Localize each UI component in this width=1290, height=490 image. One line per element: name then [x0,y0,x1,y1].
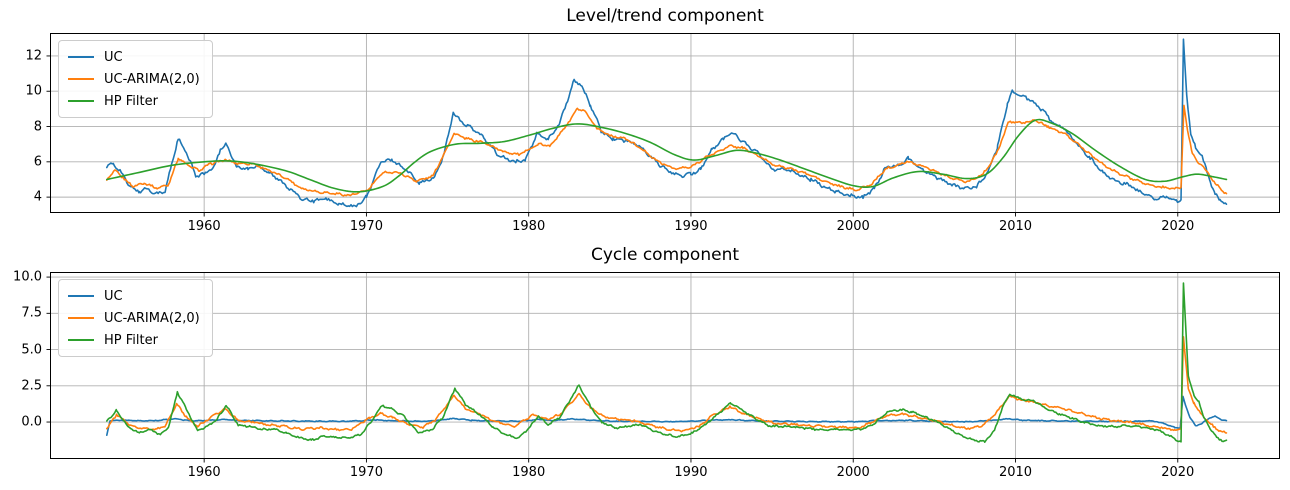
legend: UC UC-ARIMA(2,0) HP Filter [58,279,213,357]
legend-line-swatch [68,99,94,103]
legend-line-swatch [68,77,94,81]
legend-label: UC-ARIMA(2,0) [104,310,200,326]
legend-line-swatch [68,316,94,320]
x-tick-label: 1970 [349,219,383,234]
x-tick-label: 2020 [1161,219,1195,234]
y-tick-label: 5.0 [21,342,42,358]
legend-label: HP Filter [104,332,158,348]
legend-item: UC-ARIMA(2,0) [68,307,200,329]
chart-title-level-trend: Level/trend component [566,6,764,26]
series-line-uc-arima-2-0- [105,104,1228,197]
legend-item: UC [68,285,200,307]
legend-label: UC [104,288,123,304]
y-tick-label: 8 [33,119,42,135]
legend-label: UC-ARIMA(2,0) [104,71,200,87]
series-line-uc [105,38,1228,208]
x-tick-label: 1990 [674,219,708,234]
x-tick-label: 1970 [349,465,383,480]
level-trend-plot-area: 1960 1970 1980 1990 2000 2010 2020 4 6 8 10 12 UC UC-… [25,33,1280,234]
legend-label: UC [104,49,123,65]
plot-svg [46,33,1280,217]
series-line-uc-arima-2-0- [105,336,1228,434]
x-tick-label: 2010 [998,465,1033,480]
plot-svg [46,272,1280,463]
y-tick-label: 6 [33,154,42,170]
legend-item: HP Filter [68,329,200,351]
x-tick-label: 2010 [998,219,1033,234]
series-line-uc [105,395,1228,436]
legend-item: UC-ARIMA(2,0) [68,68,200,90]
x-tick-label: 1960 [187,219,221,234]
y-tick-label: 10 [25,83,42,99]
y-tick-label: 7.5 [21,305,42,321]
chart-title-cycle: Cycle component [590,245,740,265]
legend-item: HP Filter [68,90,200,112]
legend-line-swatch [68,294,94,298]
legend-line-swatch [68,55,94,59]
legend: UC UC-ARIMA(2,0) HP Filter [58,40,213,118]
y-tick-label: 4 [33,189,42,205]
x-tick-label: 2000 [836,219,870,234]
x-tick-label: 2020 [1161,465,1195,480]
series-line-hp-filter [105,282,1228,444]
series-line-hp-filter [105,118,1228,193]
y-tick-label: 12 [25,48,42,64]
y-tick-label: 0.0 [21,414,42,430]
x-tick-label: 1990 [674,465,708,480]
x-tick-label: 1980 [512,465,546,480]
axes-spine [50,272,1280,459]
axes-spine [50,33,1280,213]
legend-item: UC [68,46,200,68]
x-tick-label: 1960 [187,465,221,480]
x-tick-label: 1980 [512,219,546,234]
y-tick-label: 2.5 [21,378,42,394]
y-tick-label: 10.0 [13,269,42,285]
legend-line-swatch [68,338,94,342]
legend-label: HP Filter [104,93,158,109]
cycle-plot-area: 1960 1970 1980 1990 2000 2010 2020 0.0 2.5 5.0 7.5… [13,270,1280,480]
x-tick-label: 2000 [836,465,870,480]
